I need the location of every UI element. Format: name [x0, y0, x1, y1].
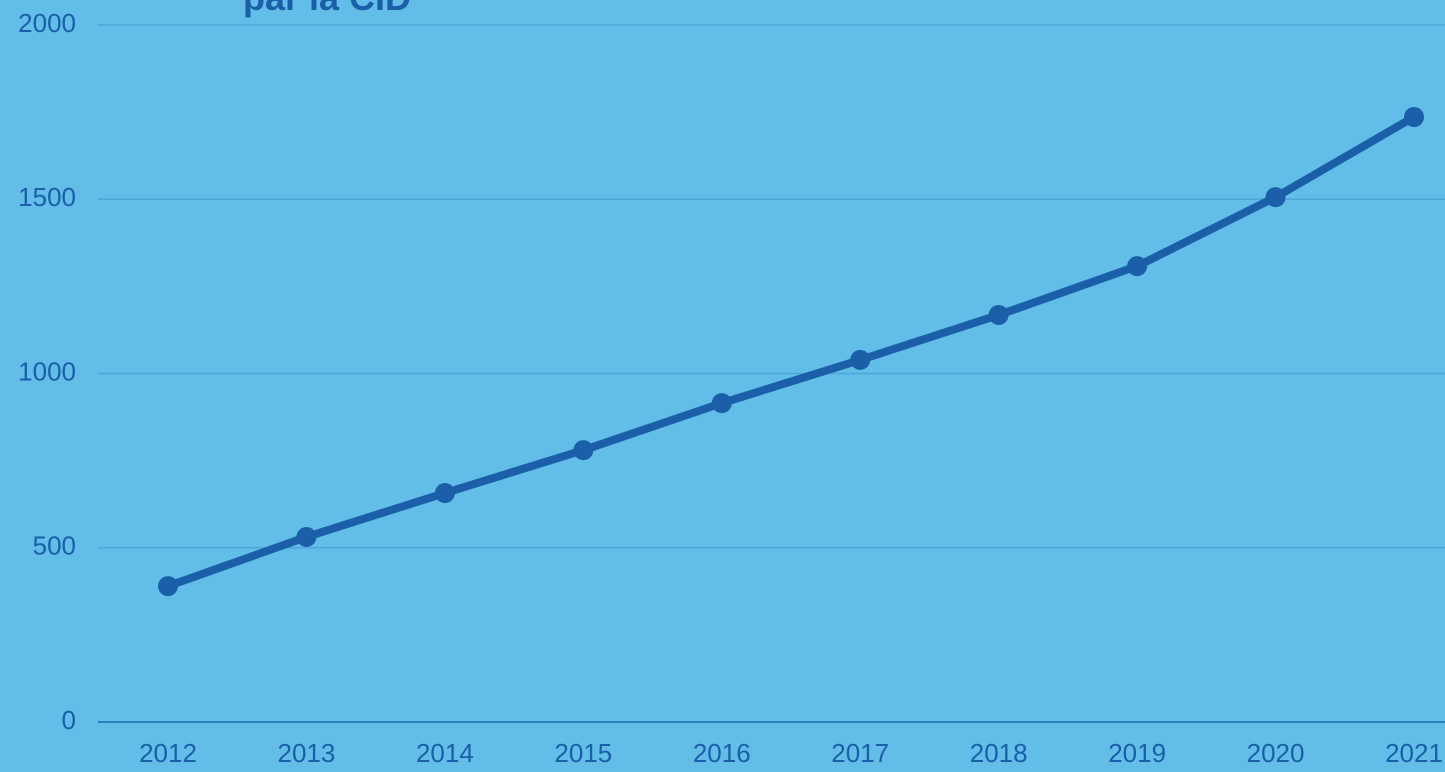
data-point	[158, 576, 178, 597]
x-tick-label: 2015	[554, 738, 612, 768]
x-tick-label: 2014	[416, 738, 474, 768]
y-tick-label: 1000	[18, 356, 76, 386]
data-point	[711, 393, 732, 414]
data-point	[434, 483, 455, 504]
chart-title: par la CID	[243, 0, 411, 18]
data-point	[1265, 187, 1286, 208]
y-tick-label: 500	[33, 531, 76, 561]
x-tick-label: 2012	[139, 738, 197, 768]
data-point	[1127, 256, 1148, 277]
y-tick-label: 0	[62, 705, 76, 735]
x-tick-label: 2017	[831, 738, 889, 768]
x-tick-label: 2019	[1108, 738, 1166, 768]
data-point	[988, 304, 1009, 325]
x-tick-label: 2021	[1385, 738, 1443, 768]
series-line	[166, 113, 1417, 590]
x-tick-label: 2018	[970, 738, 1028, 768]
x-tick-label: 2020	[1247, 738, 1305, 768]
y-tick-label: 1500	[18, 182, 76, 212]
data-point	[850, 349, 871, 370]
x-tick-label: 2016	[693, 738, 751, 768]
data-point	[573, 440, 594, 461]
data-point	[296, 526, 317, 547]
x-tick-label: 2013	[278, 738, 336, 768]
data-point	[1404, 107, 1424, 128]
y-tick-label: 2000	[18, 8, 76, 38]
